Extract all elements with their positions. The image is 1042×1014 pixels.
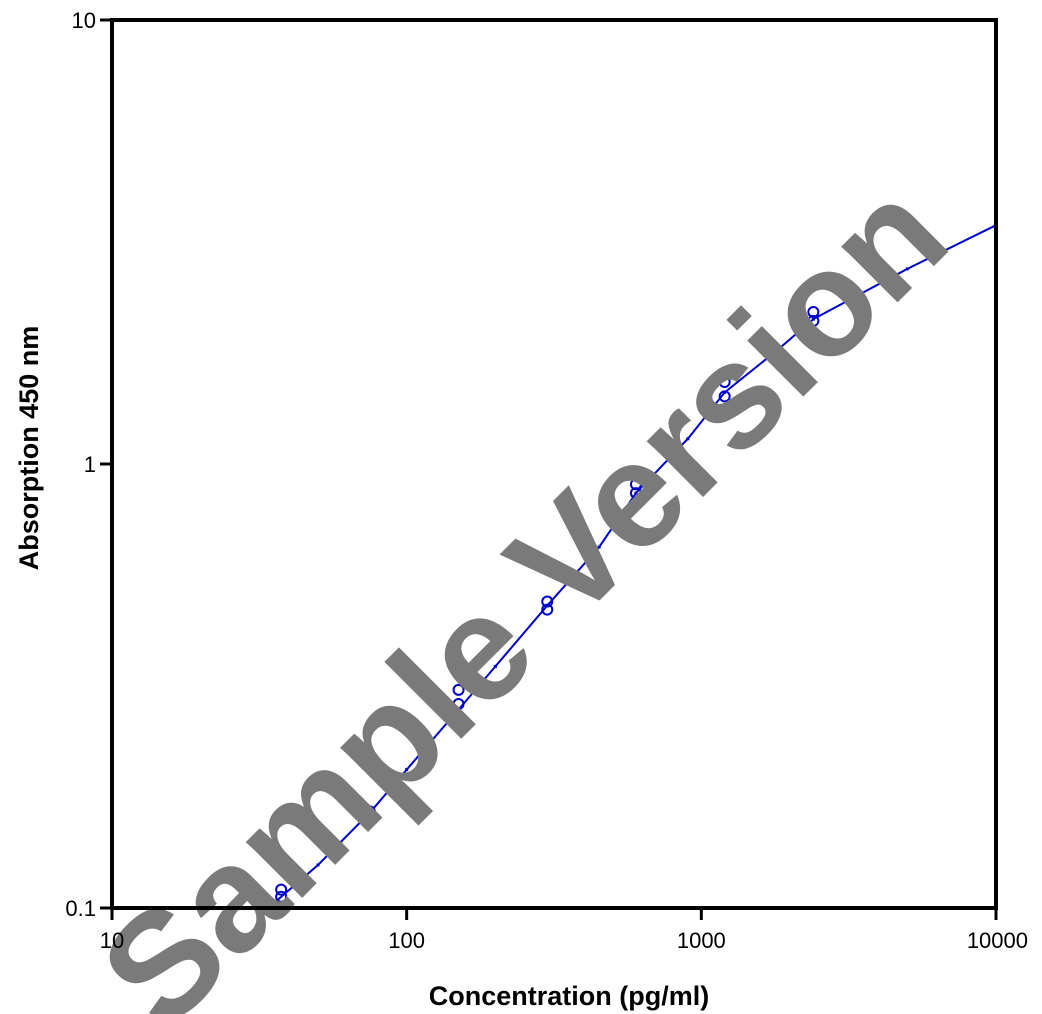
y-axis-title: Absorption 450 nm <box>14 326 44 571</box>
tick-layer: 10 100 1000 10000 0.1 1 10 <box>65 8 1028 953</box>
fit-curve-vertex <box>686 437 690 441</box>
data-points-layer <box>275 305 820 903</box>
data-point <box>807 305 820 318</box>
data-point <box>541 603 554 616</box>
y-tick-label: 1 <box>84 452 96 477</box>
data-point <box>452 683 465 696</box>
data-point <box>629 487 642 500</box>
x-tick-label: 10 <box>100 928 124 953</box>
x-tick-label: 1000 <box>677 928 726 953</box>
fit-curve-vertex <box>405 768 409 772</box>
fit-curve-vertex <box>775 349 779 353</box>
fit-curve-vertex <box>493 664 497 668</box>
x-axis-title: Concentration (pg/ml) <box>429 981 709 1011</box>
data-point <box>718 390 731 403</box>
x-tick-label: 10000 <box>967 928 1028 953</box>
data-point <box>541 595 554 608</box>
data-point <box>718 375 731 388</box>
y-tick-label: 0.1 <box>65 896 96 921</box>
fit-curve-vertex <box>368 811 372 815</box>
watermark-text: Sample Version <box>69 149 978 1014</box>
fit-curve-vertex <box>811 317 815 321</box>
y-tick-label: 10 <box>72 8 96 33</box>
data-point <box>363 805 376 818</box>
fit-curve-vertex <box>316 863 320 867</box>
data-point <box>629 478 642 491</box>
data-point <box>452 698 465 711</box>
data-point <box>807 314 820 327</box>
watermark-layer: Sample Version <box>69 149 978 1014</box>
fit-curve-vertex <box>634 491 638 495</box>
fit-curve-vertex <box>905 267 909 271</box>
x-tick-label: 100 <box>388 928 425 953</box>
data-point <box>275 883 288 896</box>
fit-curve-vertex <box>597 545 601 549</box>
data-point <box>275 890 288 903</box>
